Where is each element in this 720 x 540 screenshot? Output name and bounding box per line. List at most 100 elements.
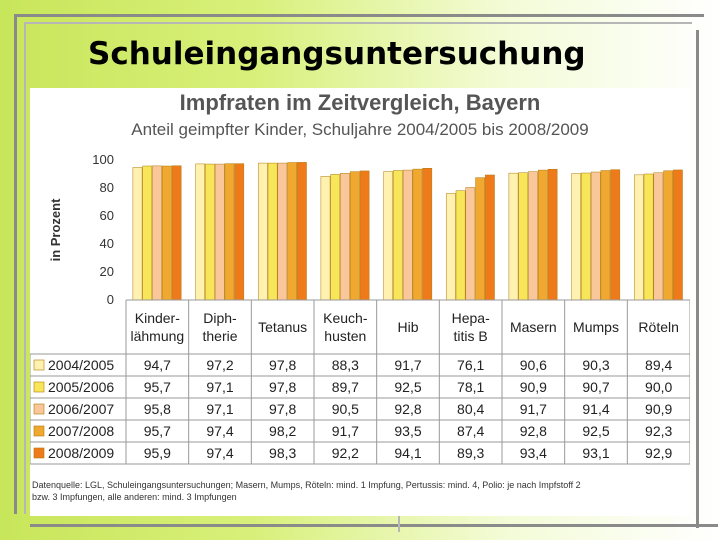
y-tick-label: 60 [100, 208, 114, 223]
bar [234, 163, 245, 301]
bar [485, 174, 495, 301]
decor-line-bottom [30, 524, 718, 527]
bar [224, 163, 235, 301]
legend-swatch [33, 425, 45, 437]
bar [528, 171, 538, 301]
y-axis-label: in Prozent [48, 198, 63, 262]
data-cell: 93,1 [582, 445, 609, 461]
y-tick-label: 80 [100, 180, 114, 195]
decor-line-left [14, 14, 17, 514]
bar [455, 190, 466, 301]
data-cell: 87,4 [457, 423, 484, 439]
data-cell: 92,9 [645, 445, 672, 461]
legend-label: 2008/2009 [48, 445, 114, 461]
chart-subtitle: Anteil geimpfter Kinder, Schuljahre 2004… [131, 120, 588, 139]
bar [653, 172, 664, 301]
decor-line-right [696, 30, 699, 528]
category-label: Tetanus [258, 319, 307, 335]
data-cell: 90,7 [582, 379, 609, 395]
data-cell: 97,1 [206, 401, 233, 417]
decor-line-left-2 [24, 22, 26, 514]
bar [643, 173, 654, 301]
legend-label: 2007/2008 [48, 423, 114, 439]
data-cell: 97,4 [206, 445, 233, 461]
chart-panel: Impfraten im Zeitvergleich, Bayern Anteil… [30, 88, 690, 516]
bar [393, 170, 403, 301]
data-cell: 88,3 [332, 357, 359, 373]
bar [508, 172, 519, 301]
data-cell: 91,7 [520, 401, 547, 417]
data-cell: 91,4 [582, 401, 609, 417]
legend-swatch [33, 381, 45, 393]
bar [537, 169, 548, 301]
bar [445, 193, 456, 301]
category-label: Masern [510, 319, 557, 335]
data-cell: 95,8 [144, 401, 171, 417]
legend-swatch [33, 403, 45, 415]
category-label: Hepa- [452, 310, 490, 326]
data-cell: 90,6 [520, 357, 547, 373]
bar [663, 170, 673, 301]
category-label: Kinder- [135, 310, 180, 326]
data-cell: 90,9 [645, 401, 672, 417]
data-cell: 94,1 [394, 445, 421, 461]
data-cell: 97,1 [206, 379, 233, 395]
data-cell: 92,8 [394, 401, 421, 417]
bar [161, 165, 172, 301]
bar [475, 177, 485, 301]
bar [518, 172, 529, 301]
bar [590, 171, 601, 301]
bar [195, 163, 205, 301]
data-cell: 76,1 [457, 357, 484, 373]
data-cell: 98,2 [269, 423, 296, 439]
category-label: Diph- [203, 310, 237, 326]
legend-label: 2006/2007 [48, 401, 114, 417]
bar [383, 171, 393, 301]
bar [422, 168, 433, 301]
decor-line-top-2 [24, 22, 692, 24]
data-cell: 78,1 [457, 379, 484, 395]
bar [171, 165, 182, 301]
legend-label: 2004/2005 [48, 357, 114, 373]
data-cell: 97,8 [269, 401, 296, 417]
data-cell: 93,5 [394, 423, 421, 439]
data-cell: 90,3 [582, 357, 609, 373]
bar [277, 162, 288, 301]
data-cell: 92,2 [332, 445, 359, 461]
bar [547, 168, 558, 301]
data-cell: 95,9 [144, 445, 171, 461]
bar [340, 173, 350, 301]
bar [465, 187, 476, 301]
bar [132, 167, 143, 301]
data-cell: 90,9 [520, 379, 547, 395]
data-cell: 93,4 [520, 445, 547, 461]
legend-swatch [33, 447, 45, 459]
legend-swatch [33, 359, 45, 371]
data-cell: 94,7 [144, 357, 171, 373]
bar [287, 162, 297, 301]
bar [412, 168, 423, 301]
source-note: bzw. 3 Impfungen, alle anderen: mind. 3 … [32, 492, 237, 502]
category-label: husten [324, 328, 366, 344]
data-cell: 91,7 [394, 357, 421, 373]
data-cell: 89,3 [457, 445, 484, 461]
bar [267, 162, 278, 301]
data-cell: 97,2 [206, 357, 233, 373]
data-cell: 90,0 [645, 379, 672, 395]
data-cell: 97,4 [206, 423, 233, 439]
data-cell: 95,7 [144, 423, 171, 439]
bar [142, 165, 153, 301]
chart: Impfraten im Zeitvergleich, Bayern Anteil… [30, 90, 690, 502]
bar [330, 174, 341, 301]
bar [205, 163, 215, 301]
category-label: Mumps [573, 319, 619, 335]
bar [257, 162, 268, 301]
data-cell: 90,5 [332, 401, 359, 417]
bar [633, 174, 644, 301]
bar [610, 169, 621, 301]
bar [673, 169, 683, 301]
source-note: Datenquelle: LGL, Schuleingangsuntersuch… [32, 480, 581, 490]
y-tick-label: 100 [92, 152, 114, 167]
y-tick-label: 20 [100, 264, 114, 279]
